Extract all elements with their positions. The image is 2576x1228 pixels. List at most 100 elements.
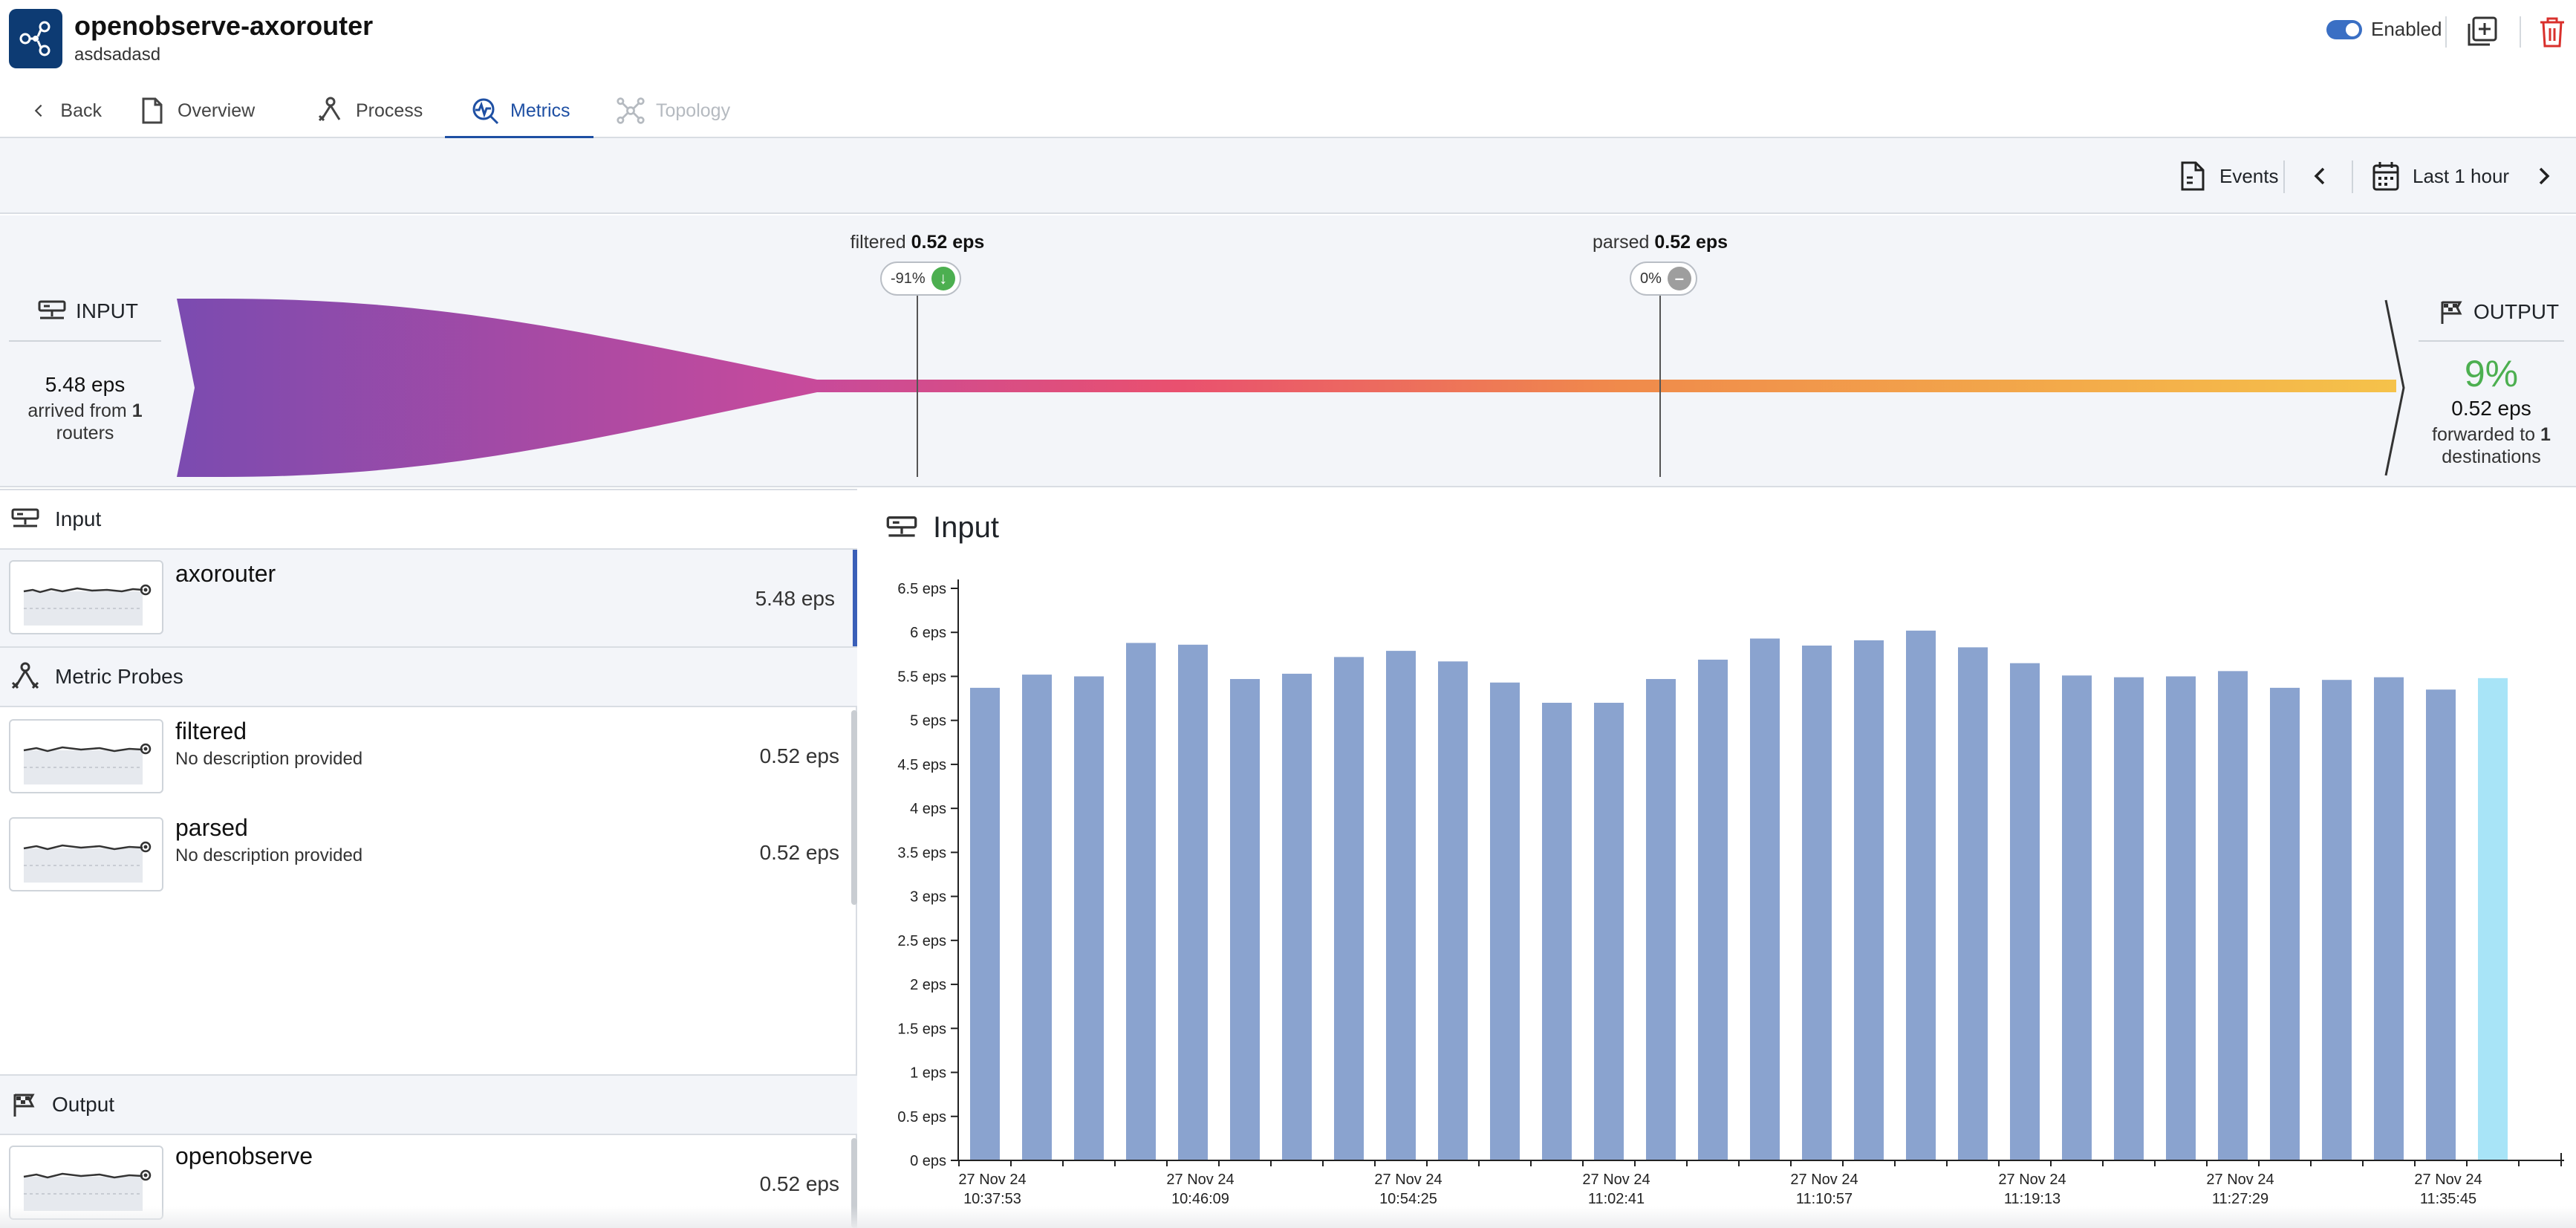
- output-list-scrollbar[interactable]: [851, 1138, 857, 1228]
- input-heading: INPUT: [37, 299, 138, 324]
- input-bar-chart: 0 eps 0.5 eps 1 eps 1.5 eps 2 eps 2.5 eps 3 ep…: [897, 579, 2564, 1207]
- probe-list-scrollbar[interactable]: [851, 710, 857, 905]
- previous-range-button[interactable]: [2309, 157, 2331, 195]
- chart-bar: [2062, 675, 2092, 1160]
- next-range-button[interactable]: [2533, 157, 2555, 195]
- section-title: Metric Probes: [55, 665, 183, 688]
- chart-bar: [1074, 676, 1104, 1160]
- component-list-panel: Input axorouter 5.48 eps Metric Probes f…: [0, 489, 857, 1228]
- tab-label: Overview: [178, 100, 256, 121]
- x-tick-date: 27 Nov 24: [958, 1172, 1026, 1188]
- chart-bar: [1022, 675, 1052, 1160]
- input-label: INPUT: [76, 299, 138, 322]
- item-eps: 0.52 eps: [759, 744, 839, 767]
- chart-bar: [2218, 671, 2248, 1160]
- tab-overview[interactable]: Overview: [121, 83, 282, 138]
- minus-circle-icon: –: [1667, 267, 1691, 290]
- sparkline-thumbnail: [9, 560, 163, 634]
- tab-metrics[interactable]: Metrics: [445, 83, 593, 140]
- chevron-right-icon: [2539, 167, 2550, 185]
- x-tick-time: 11:02:41: [1588, 1191, 1645, 1207]
- input-server-icon: [38, 300, 66, 319]
- tab-topology: Topology: [593, 83, 757, 138]
- chart-bar: [2374, 677, 2404, 1160]
- input-router-count: 1: [131, 400, 143, 421]
- input-eps: 5.48 eps: [45, 373, 126, 396]
- x-tick-date: 27 Nov 24: [1790, 1172, 1858, 1188]
- item-eps: 0.52 eps: [759, 841, 839, 864]
- page-title: openobserve-axorouter: [74, 10, 374, 41]
- flow-overview: INPUT 5.48 eps arrived from 1 routers OUT…: [0, 215, 2576, 487]
- x-tick-time: 10:37:53: [963, 1191, 1021, 1207]
- flow-band-graphic: [177, 296, 2405, 477]
- probe-badge-parsed[interactable]: 0% –: [1630, 261, 1697, 296]
- list-item-openobserve[interactable]: openobserve 0.52 eps: [0, 1135, 857, 1228]
- chart-bar: [1750, 638, 1780, 1160]
- list-item-axorouter[interactable]: axorouter 5.48 eps: [0, 550, 857, 646]
- y-tick-label: 3.5 eps: [897, 845, 946, 861]
- y-tick-label: 2 eps: [910, 977, 946, 993]
- time-range-label: Last 1 hour: [2413, 164, 2510, 187]
- document-icon: [142, 97, 163, 124]
- arrow-down-icon: ↓: [931, 267, 955, 290]
- list-item-parsed[interactable]: parsed No description provided 0.52 eps: [0, 807, 857, 903]
- chart-bar: [1334, 657, 1364, 1160]
- chart-bar: [1230, 679, 1260, 1160]
- output-section-header: Output: [0, 1074, 857, 1135]
- chart-bar: [1490, 682, 1520, 1160]
- metric-probes-section-header: Metric Probes: [0, 646, 857, 707]
- y-tick-label: 2.5 eps: [897, 933, 946, 949]
- output-label: OUTPUT: [2473, 300, 2560, 323]
- tab-label: Back: [60, 100, 102, 121]
- metrics-toolbar: Events Last 1 hour: [0, 138, 2576, 214]
- time-range-picker[interactable]: Last 1 hour: [2371, 157, 2509, 195]
- chart-bar: [1646, 679, 1676, 1160]
- chart-bar: [1854, 640, 1884, 1160]
- document-icon: [2181, 161, 2205, 191]
- y-tick-label: 0 eps: [910, 1153, 946, 1169]
- calendar-icon: [2372, 162, 2399, 191]
- input-server-icon: [886, 516, 917, 537]
- enabled-toggle[interactable]: Enabled: [2326, 18, 2442, 41]
- x-tick-time: 11:27:29: [2212, 1191, 2268, 1207]
- section-title: Input: [55, 507, 102, 530]
- app-header: openobserve-axorouter asdsadasd Enabled …: [0, 0, 2576, 140]
- sparkline-thumbnail: [9, 1146, 163, 1220]
- item-name: axorouter: [175, 560, 276, 587]
- output-eps: 0.52 eps: [2451, 397, 2531, 420]
- input-arrived-text: arrived from 1 routers: [27, 400, 143, 444]
- tab-bar: Back Overview Process Metrics Topology: [0, 83, 757, 140]
- chart-bar: [2270, 687, 2300, 1160]
- output-destination-count: 1: [2540, 424, 2551, 445]
- item-description: No description provided: [175, 845, 363, 865]
- events-button[interactable]: Events: [2178, 157, 2279, 195]
- router-logo-icon: [9, 9, 62, 68]
- flag-icon: [13, 1094, 35, 1117]
- item-name: openobserve: [175, 1143, 313, 1169]
- toggle-switch[interactable]: [2326, 19, 2362, 39]
- header-divider: [2520, 16, 2521, 48]
- toolbar-divider: [2283, 160, 2285, 193]
- input-divider: [9, 340, 161, 342]
- y-tick-label: 5.5 eps: [897, 669, 946, 685]
- header-divider: [2445, 16, 2447, 48]
- chart-bar: [1282, 673, 1312, 1160]
- x-tick-time: 11:10:57: [1796, 1191, 1853, 1207]
- y-tick-label: 3 eps: [910, 889, 946, 906]
- y-tick-label: 1.5 eps: [897, 1021, 946, 1037]
- add-copy-icon[interactable]: [2466, 15, 2499, 49]
- x-tick-time: 11:19:13: [2004, 1191, 2061, 1207]
- probe-badge-filtered[interactable]: -91% ↓: [880, 261, 961, 296]
- chart-bar: [2478, 678, 2508, 1160]
- tab-process[interactable]: Process: [282, 83, 445, 138]
- back-button[interactable]: Back: [0, 83, 121, 138]
- chart-title-text: Input: [933, 511, 999, 544]
- delete-icon[interactable]: [2536, 15, 2569, 49]
- chart-bar: [1906, 630, 1936, 1160]
- x-tick-date: 27 Nov 24: [2414, 1172, 2482, 1188]
- x-tick-date: 27 Nov 24: [1374, 1172, 1442, 1188]
- chart-title: Input: [885, 511, 999, 545]
- probe-label-filtered: filtered 0.52 eps: [850, 232, 985, 253]
- chart-bar: [1438, 661, 1468, 1160]
- list-item-filtered[interactable]: filtered No description provided 0.52 ep…: [0, 707, 857, 804]
